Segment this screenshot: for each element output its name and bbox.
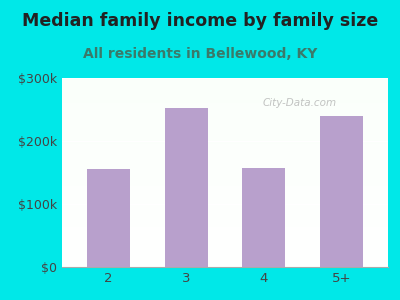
Bar: [242, 168, 285, 267]
Text: City-Data.com: City-Data.com: [263, 98, 337, 108]
Text: Median family income by family size: Median family income by family size: [22, 12, 378, 30]
Bar: [87, 169, 130, 267]
Bar: [320, 116, 363, 267]
Text: All residents in Bellewood, KY: All residents in Bellewood, KY: [83, 46, 317, 61]
Bar: [165, 108, 208, 267]
